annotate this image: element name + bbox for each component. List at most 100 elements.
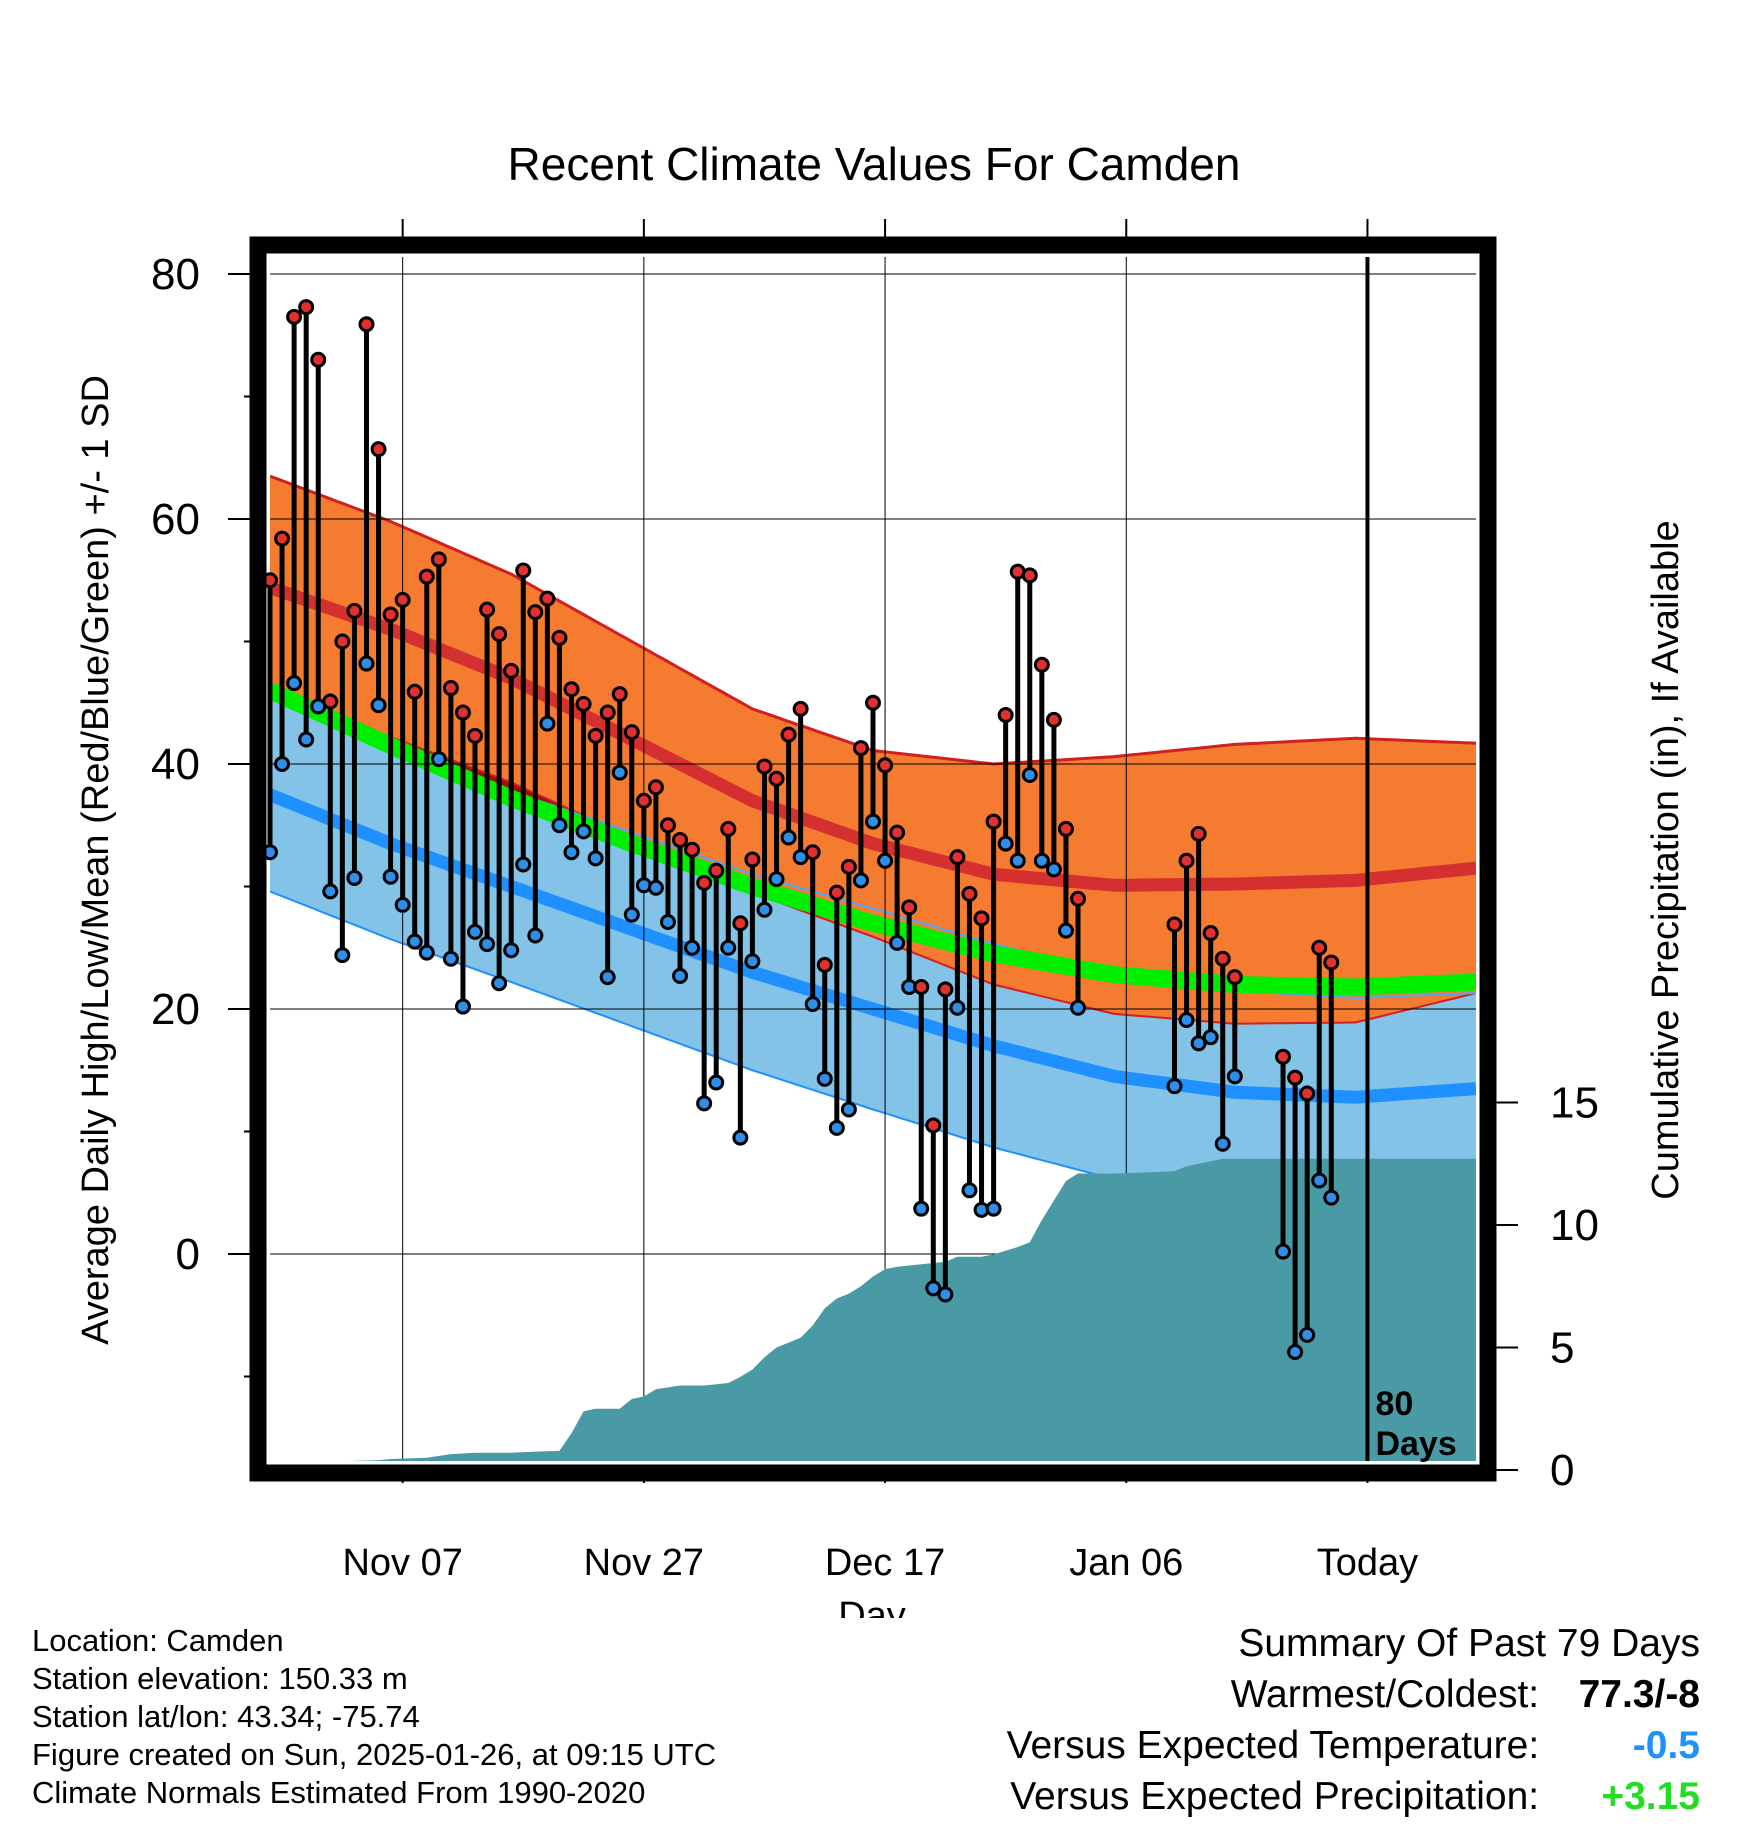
mean-normal-line (270, 682, 1476, 996)
elevation-text: Station elevation: 150.33 m (32, 1661, 408, 1696)
daily-low-point (684, 939, 701, 956)
daily-low-point (358, 655, 375, 672)
temp-departure-row: Versus Expected Temperature: -0.5 (1007, 1720, 1700, 1771)
daily-high-point (454, 704, 471, 721)
daily-high-point (1070, 890, 1087, 907)
daily-low-point (768, 871, 785, 888)
x-tick-label: Jan 06 (1069, 1542, 1183, 1584)
daily-low-point (298, 731, 315, 748)
y-right-tick-label: 0 (1550, 1446, 1574, 1495)
daily-high-point (1226, 969, 1243, 986)
daily-high-point (768, 770, 785, 787)
daily-high-point (623, 724, 640, 741)
daily-high-point (1275, 1048, 1292, 1065)
daily-low-point (1190, 1035, 1207, 1052)
daily-low-point (889, 934, 906, 951)
daily-low-point (430, 751, 447, 768)
daily-low-point (479, 936, 496, 953)
daily-high-point (1166, 916, 1183, 933)
daily-low-point (732, 1129, 749, 1146)
daily-low-point (1045, 861, 1062, 878)
y-left-tick-label: 80 (151, 250, 200, 299)
summary-title: Summary Of Past 79 Days (1238, 1622, 1700, 1665)
daily-high-point (479, 601, 496, 618)
warmest-coldest-row: Warmest/Coldest: 77.3/-8 (1007, 1669, 1700, 1720)
daily-low-point (382, 868, 399, 885)
daily-high-point (1214, 950, 1231, 967)
daily-high-point (877, 757, 894, 774)
daily-high-point (672, 831, 689, 848)
daily-low-point (1021, 767, 1038, 784)
normals-text: Climate Normals Estimated From 1990-2020 (32, 1775, 646, 1810)
daily-low-point (1275, 1243, 1292, 1260)
daily-high-point (985, 813, 1002, 830)
daily-low-point (1057, 922, 1074, 939)
daily-low-point (454, 998, 471, 1015)
y-left-tick-label: 60 (151, 495, 200, 544)
climate-chart: Recent Climate Values For Camden 80Days … (75, 138, 1687, 1618)
daily-low-point (756, 901, 773, 918)
daily-high-point (997, 707, 1014, 723)
precip-area (346, 1158, 1476, 1461)
created-text: Figure created on Sun, 2025-01-26, at 09… (32, 1737, 717, 1772)
daily-high-point (828, 884, 845, 901)
high-normal-line (270, 581, 1476, 892)
daily-low-point (334, 947, 351, 964)
daily-high-point (611, 686, 628, 703)
daily-low-point (1323, 1189, 1340, 1206)
warmest-coldest-value: 77.3/-8 (1578, 1673, 1700, 1716)
daily-high-point (503, 662, 520, 679)
daily-high-point (358, 316, 375, 333)
daily-high-point (659, 817, 676, 834)
daily-high-point (286, 308, 303, 325)
daily-low-point (1033, 852, 1050, 869)
daily-high-point (430, 551, 447, 568)
daily-low-point (780, 829, 797, 846)
daily-high-point (816, 956, 833, 973)
daily-low-point (985, 1200, 1002, 1217)
daily-high-point (1045, 711, 1062, 728)
daily-high-point (515, 562, 532, 579)
daily-low-point (865, 813, 881, 830)
daily-low-point (1287, 1344, 1304, 1360)
y-left-tick-label: 20 (151, 985, 200, 1034)
precip-departure-value: +3.15 (1601, 1775, 1700, 1818)
daily-high-point (708, 862, 725, 879)
daily-low-point (286, 675, 303, 692)
daily-low-point (599, 969, 616, 986)
daily-high-point (925, 1117, 942, 1134)
daily-high-point (346, 602, 363, 619)
daily-high-point (949, 849, 966, 866)
daily-low-point (816, 1070, 833, 1087)
daily-low-point (274, 756, 291, 772)
daily-high-point (635, 792, 652, 809)
daily-high-point (527, 604, 544, 621)
daily-low-point (539, 715, 556, 732)
daily-low-point (418, 944, 435, 961)
daily-high-point (684, 841, 701, 858)
station-info: Location: Camden Station elevation: 150.… (32, 1622, 716, 1812)
daily-low-point (647, 879, 664, 896)
daily-low-point (852, 872, 869, 889)
daily-high-point (804, 844, 821, 861)
daily-low-point (503, 942, 520, 959)
daily-high-point (1190, 825, 1207, 842)
x-axis-label: Day (838, 1595, 906, 1618)
daily-high-point (1323, 954, 1340, 971)
daily-high-point (539, 590, 556, 607)
daily-high-point (322, 693, 339, 710)
daily-high-point (599, 704, 616, 721)
daily-low-point (925, 1280, 942, 1297)
daily-high-point (575, 695, 592, 712)
daily-low-point (467, 923, 484, 940)
warmest-coldest-label: Warmest/Coldest: (1230, 1673, 1540, 1716)
daily-low-point (1226, 1068, 1243, 1085)
daily-high-point (1202, 925, 1219, 942)
daily-low-point (659, 914, 676, 931)
daily-low-point (696, 1095, 713, 1112)
daily-high-point (792, 700, 809, 717)
daily-low-point (1214, 1135, 1231, 1152)
daily-high-point (901, 899, 918, 916)
daily-low-point (877, 852, 894, 869)
